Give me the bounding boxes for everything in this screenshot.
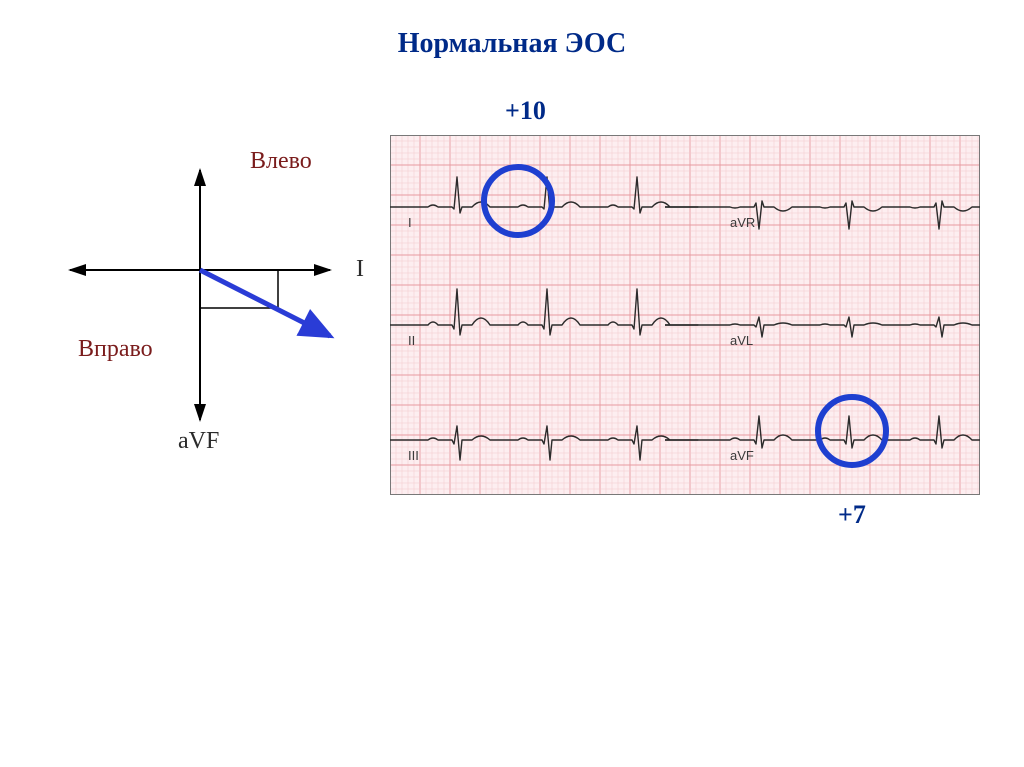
ecg-grid — [390, 135, 980, 495]
lead-label: I — [408, 215, 412, 230]
label-left: Влево — [250, 148, 312, 175]
lead-label: aVL — [730, 333, 753, 348]
page-title: Нормальная ЭОС — [0, 28, 1024, 60]
lead-label: III — [408, 448, 419, 463]
axis-label-i: I — [356, 256, 364, 283]
ecg-svg: IaVR II aVL III aVF — [390, 135, 980, 495]
label-right: Вправо — [78, 336, 153, 363]
lead-label: aVF — [730, 448, 754, 463]
axis-diagram — [60, 140, 370, 460]
annotation-plus7: +7 — [838, 500, 866, 530]
annotation-plus10: +10 — [505, 96, 546, 126]
lead-label: aVR — [730, 215, 755, 230]
lead-label: II — [408, 333, 415, 348]
ecg-panel: IaVR II aVL III aVF — [390, 135, 980, 495]
eos-vector — [200, 270, 330, 336]
axis-label-avf: aVF — [178, 428, 219, 455]
